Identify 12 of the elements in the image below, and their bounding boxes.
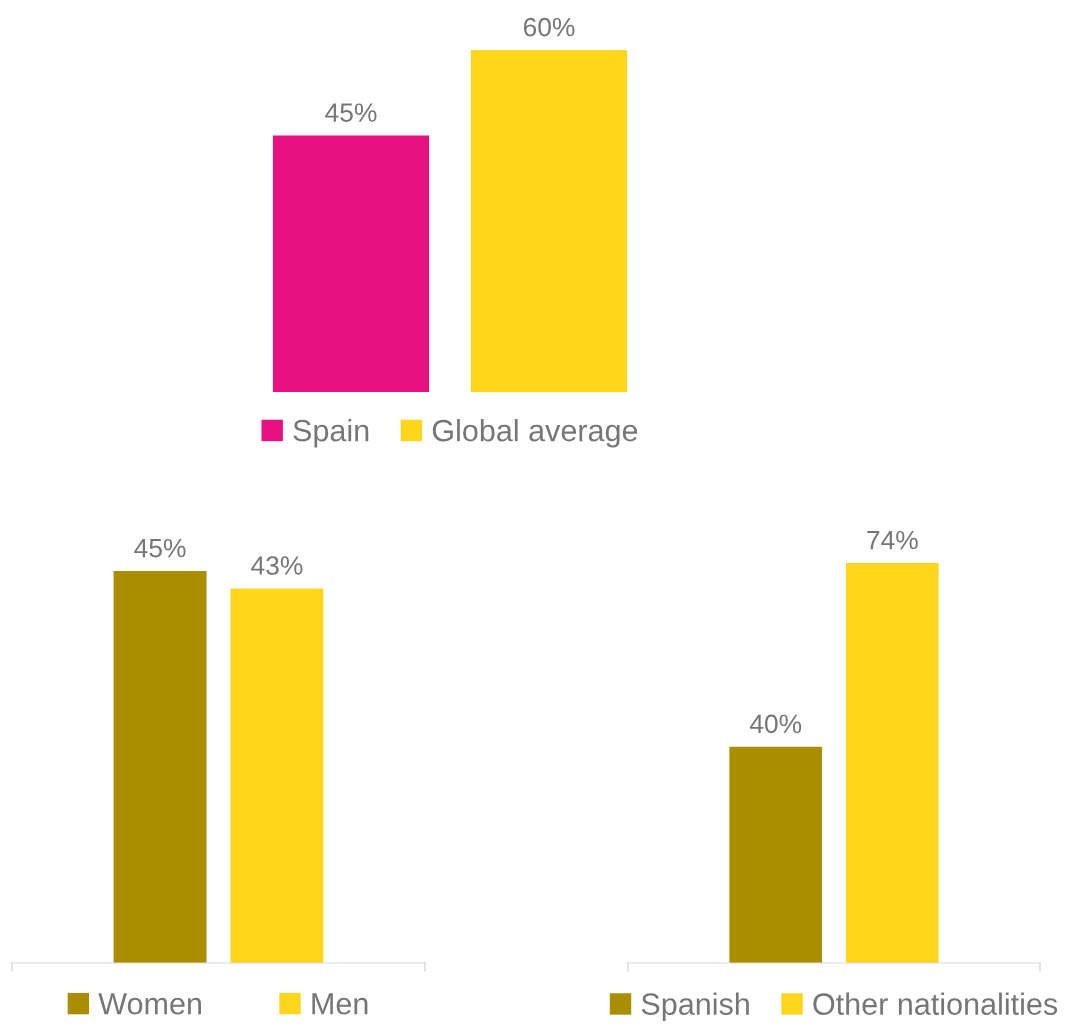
data-label: 45% xyxy=(325,103,377,122)
data-label: 43% xyxy=(251,556,303,575)
data-label: 45% xyxy=(134,538,186,558)
data-label: 60% xyxy=(523,17,575,37)
legend-label: Men xyxy=(312,993,368,1015)
data-label: 40% xyxy=(749,714,802,734)
legend-label: Women xyxy=(98,993,201,1015)
legend-label: Spain xyxy=(293,419,369,448)
data-label: 74% xyxy=(867,530,918,550)
legend-label: Spanish xyxy=(641,992,749,1021)
legend-label: Global average xyxy=(432,419,638,448)
legend-label: Other nationalities xyxy=(813,992,1058,1015)
